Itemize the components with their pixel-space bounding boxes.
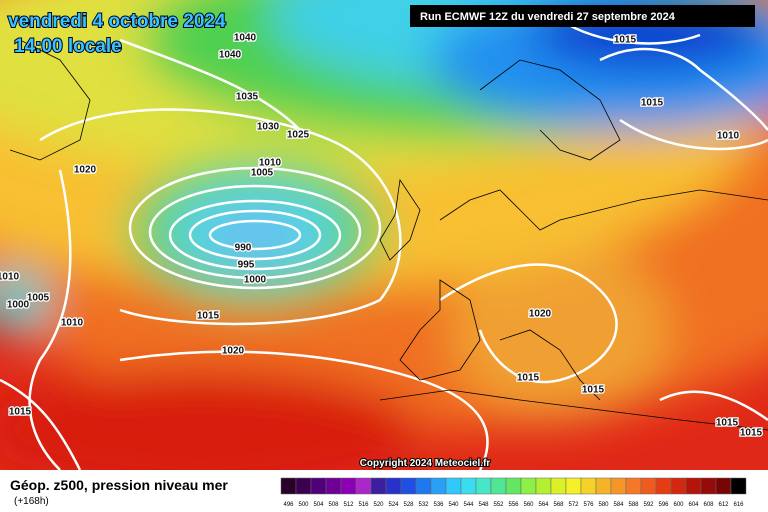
isobar-label: 1005 (251, 168, 274, 179)
scale-label: 600 (673, 502, 684, 508)
isobar-label: 1015 (197, 311, 220, 322)
scale-label: 564 (538, 502, 549, 508)
isobar-label: 1015 (9, 407, 32, 418)
isobar-label: 995 (238, 260, 255, 271)
scale-label: 548 (478, 502, 489, 508)
scale-label: 608 (703, 502, 714, 508)
scale-label: 544 (463, 502, 474, 508)
scale-cell (460, 477, 477, 495)
scale-cell (475, 477, 492, 495)
isobar-label: 1040 (219, 50, 242, 61)
scale-label: 612 (718, 502, 729, 508)
scale-cell (595, 477, 612, 495)
isobar-label: 1020 (222, 346, 245, 357)
scale-label: 552 (493, 502, 504, 508)
isobar-label: 1010 (0, 272, 20, 283)
scale-cell (340, 477, 357, 495)
scale-label: 520 (373, 502, 384, 508)
scale-label: 500 (298, 502, 309, 508)
scale-label: 516 (358, 502, 369, 508)
scale-cell (685, 477, 702, 495)
scale-label: 536 (433, 502, 444, 508)
scale-cell (520, 477, 537, 495)
scale-cell (580, 477, 597, 495)
scale-cell (310, 477, 327, 495)
scale-label: 504 (313, 502, 324, 508)
isobar-label: 990 (235, 243, 252, 254)
scale-cell (550, 477, 567, 495)
scale-cell (505, 477, 522, 495)
isobar-label: 1010 (259, 158, 282, 169)
scale-cell (535, 477, 552, 495)
scale-cell (490, 477, 507, 495)
isobar-label: 1015 (517, 373, 540, 384)
date: vendredi 4 octobre 2024 (8, 11, 226, 32)
scale-cell (430, 477, 447, 495)
scale-cell (670, 477, 687, 495)
scale-label: 616 (733, 502, 744, 508)
scale-cell (385, 477, 402, 495)
scale-label: 512 (343, 502, 354, 508)
scale-cell (610, 477, 627, 495)
isobars (0, 18, 768, 470)
isobar-label: 1015 (716, 418, 739, 429)
scale-cell (400, 477, 417, 495)
isobar-label: 1020 (74, 165, 97, 176)
scale-label: 588 (628, 502, 639, 508)
scale-cell (700, 477, 717, 495)
isobar-label: 1035 (236, 92, 259, 103)
scale-label: 568 (553, 502, 564, 508)
isobar-label: 1040 (234, 33, 257, 44)
scale-cell (445, 477, 462, 495)
scale-cell (370, 477, 387, 495)
scale-label: 576 (583, 502, 594, 508)
time: 14:00 locale (14, 36, 122, 57)
scale-label: 572 (568, 502, 579, 508)
scale-cell (415, 477, 432, 495)
scale-cell (355, 477, 372, 495)
run-box (410, 5, 755, 27)
scale-label: 596 (658, 502, 669, 508)
scale-cell (280, 477, 297, 495)
lead-time: (+168h) (14, 496, 49, 507)
scale-cell (715, 477, 732, 495)
isobar-label: 1010 (61, 318, 84, 329)
scale-label: 556 (508, 502, 519, 508)
scale-cell (730, 477, 747, 495)
scale-cell (325, 477, 342, 495)
scale-label: 584 (613, 502, 624, 508)
isobar-label: 1000 (244, 275, 267, 286)
isobar-label: 1025 (287, 130, 310, 141)
scale-label: 532 (418, 502, 429, 508)
isobar-label: 1015 (614, 35, 637, 46)
scale-label: 592 (643, 502, 654, 508)
isobar-label: 1015 (582, 385, 605, 396)
scale-cell (655, 477, 672, 495)
scale-label: 560 (523, 502, 534, 508)
field (0, 0, 768, 470)
isobar-label: 1030 (257, 122, 280, 133)
coastlines (9, 39, 768, 431)
scale-cell (640, 477, 657, 495)
scale-cell (295, 477, 312, 495)
isobar-label: 1005 (27, 293, 50, 304)
scale-cell (625, 477, 642, 495)
run-info: Run ECMWF 12Z du vendredi 27 septembre 2… (420, 11, 676, 23)
legend-title: Géop. z500, pression niveau mer (10, 477, 228, 493)
isobar-label: 1000 (7, 300, 30, 311)
isobar-label: 1020 (529, 309, 552, 320)
scale-label: 508 (328, 502, 339, 508)
isobar-label: 1015 (641, 98, 664, 109)
scale-label: 604 (688, 502, 699, 508)
isobar-label: 1010 (717, 131, 740, 142)
scale-label: 528 (403, 502, 414, 508)
scale-label: 580 (598, 502, 609, 508)
copyright: Copyright 2024 Meteociel.fr (360, 458, 491, 469)
scale-label: 496 (283, 502, 294, 508)
scale-label: 540 (448, 502, 459, 508)
scale-label: 524 (388, 502, 399, 508)
isobar-label: 1015 (740, 428, 763, 439)
scale-cell (565, 477, 582, 495)
